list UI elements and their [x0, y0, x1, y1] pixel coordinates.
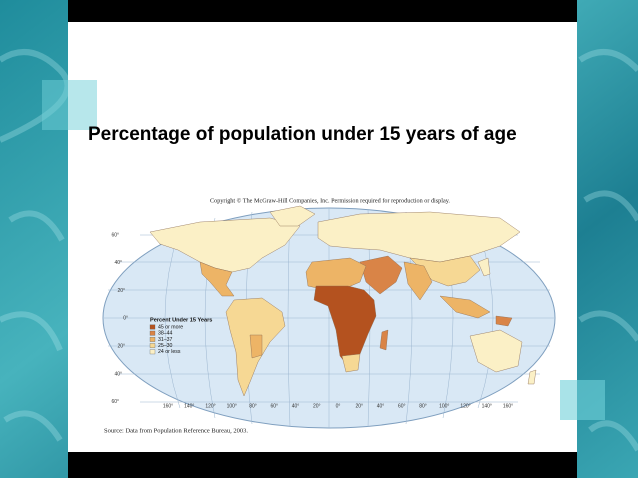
longitude-label: 0°: [336, 403, 341, 409]
australia: [469, 329, 523, 373]
north-america: [149, 217, 301, 273]
longitude-label: 140°: [184, 403, 194, 409]
legend-label: 24 or less: [158, 349, 181, 355]
latitude-label: 0°: [123, 316, 128, 322]
longitude-labels: 160° 140° 120° 100° 80° 60° 40° 20° 0° 20° 40° 60° 8…: [163, 403, 513, 409]
latitude-labels: 60° 40° 20° 0° 20° 40° 60°: [111, 232, 128, 405]
legend-swatch: [149, 324, 156, 330]
longitude-label: 120°: [205, 403, 215, 409]
legend-swatch: [149, 349, 156, 355]
latitude-label: 20°: [117, 344, 125, 350]
map-figure: Copyright © The McGraw-Hill Companies, I…: [100, 194, 558, 442]
legend-label: 45 or more: [158, 324, 183, 330]
legend-title: Percent Under 15 Years: [150, 317, 212, 323]
longitude-label: 40°: [292, 403, 300, 409]
bottom-bar: [68, 452, 577, 478]
latitude-label: 60°: [111, 399, 119, 405]
legend-swatch: [149, 343, 156, 348]
copyright: Copyright © The McGraw-Hill Companies, I…: [210, 197, 450, 204]
latitude-label: 60°: [111, 232, 119, 238]
middle-east: [359, 255, 403, 295]
longitude-label: 140°: [482, 403, 492, 409]
china: [409, 255, 481, 287]
longitude-label: 120°: [460, 403, 470, 409]
longitude-label: 20°: [355, 403, 363, 409]
longitude-label: 100°: [439, 403, 449, 409]
legend-label: 25–30: [158, 343, 173, 349]
source: Source: Data from Population Reference B…: [104, 427, 248, 434]
papua: [495, 315, 513, 327]
south-africa: [341, 353, 361, 373]
longitude-label: 160°: [503, 403, 513, 409]
latitude-label: 20°: [117, 288, 125, 294]
texture-ripples: [0, 49, 638, 452]
longitude-label: 60°: [398, 403, 406, 409]
longitude-label: 160°: [163, 403, 173, 409]
longitude-label: 60°: [270, 403, 278, 409]
slide-title: Percentage of population under 15 years …: [88, 124, 517, 145]
longitude-label: 80°: [419, 403, 427, 409]
longitude-label: 40°: [377, 403, 385, 409]
legend: Percent Under 15 Years 45 or more38–4431…: [149, 317, 212, 355]
legend-swatch: [149, 330, 156, 336]
legend-label: 38–44: [158, 331, 173, 337]
latitude-label: 40°: [114, 371, 122, 377]
mexico-central-america: [199, 261, 235, 297]
southeast-asia: [439, 295, 491, 319]
bolivia-paraguay: [249, 334, 263, 359]
countries: [149, 205, 537, 397]
top-bar: [68, 0, 577, 22]
deco-square: [560, 380, 605, 420]
latitude-label: 40°: [114, 260, 122, 266]
longitude-label: 100°: [227, 403, 237, 409]
greenland: [269, 205, 316, 227]
japan: [477, 257, 491, 277]
longitude-label: 80°: [249, 403, 257, 409]
longitude-label: 20°: [313, 403, 321, 409]
legend-swatch: [149, 337, 156, 342]
legend-label: 31–37: [158, 337, 173, 343]
south-asia: [403, 261, 433, 301]
new-zealand: [527, 369, 537, 385]
madagascar: [379, 329, 389, 351]
deco-square: [42, 80, 97, 130]
